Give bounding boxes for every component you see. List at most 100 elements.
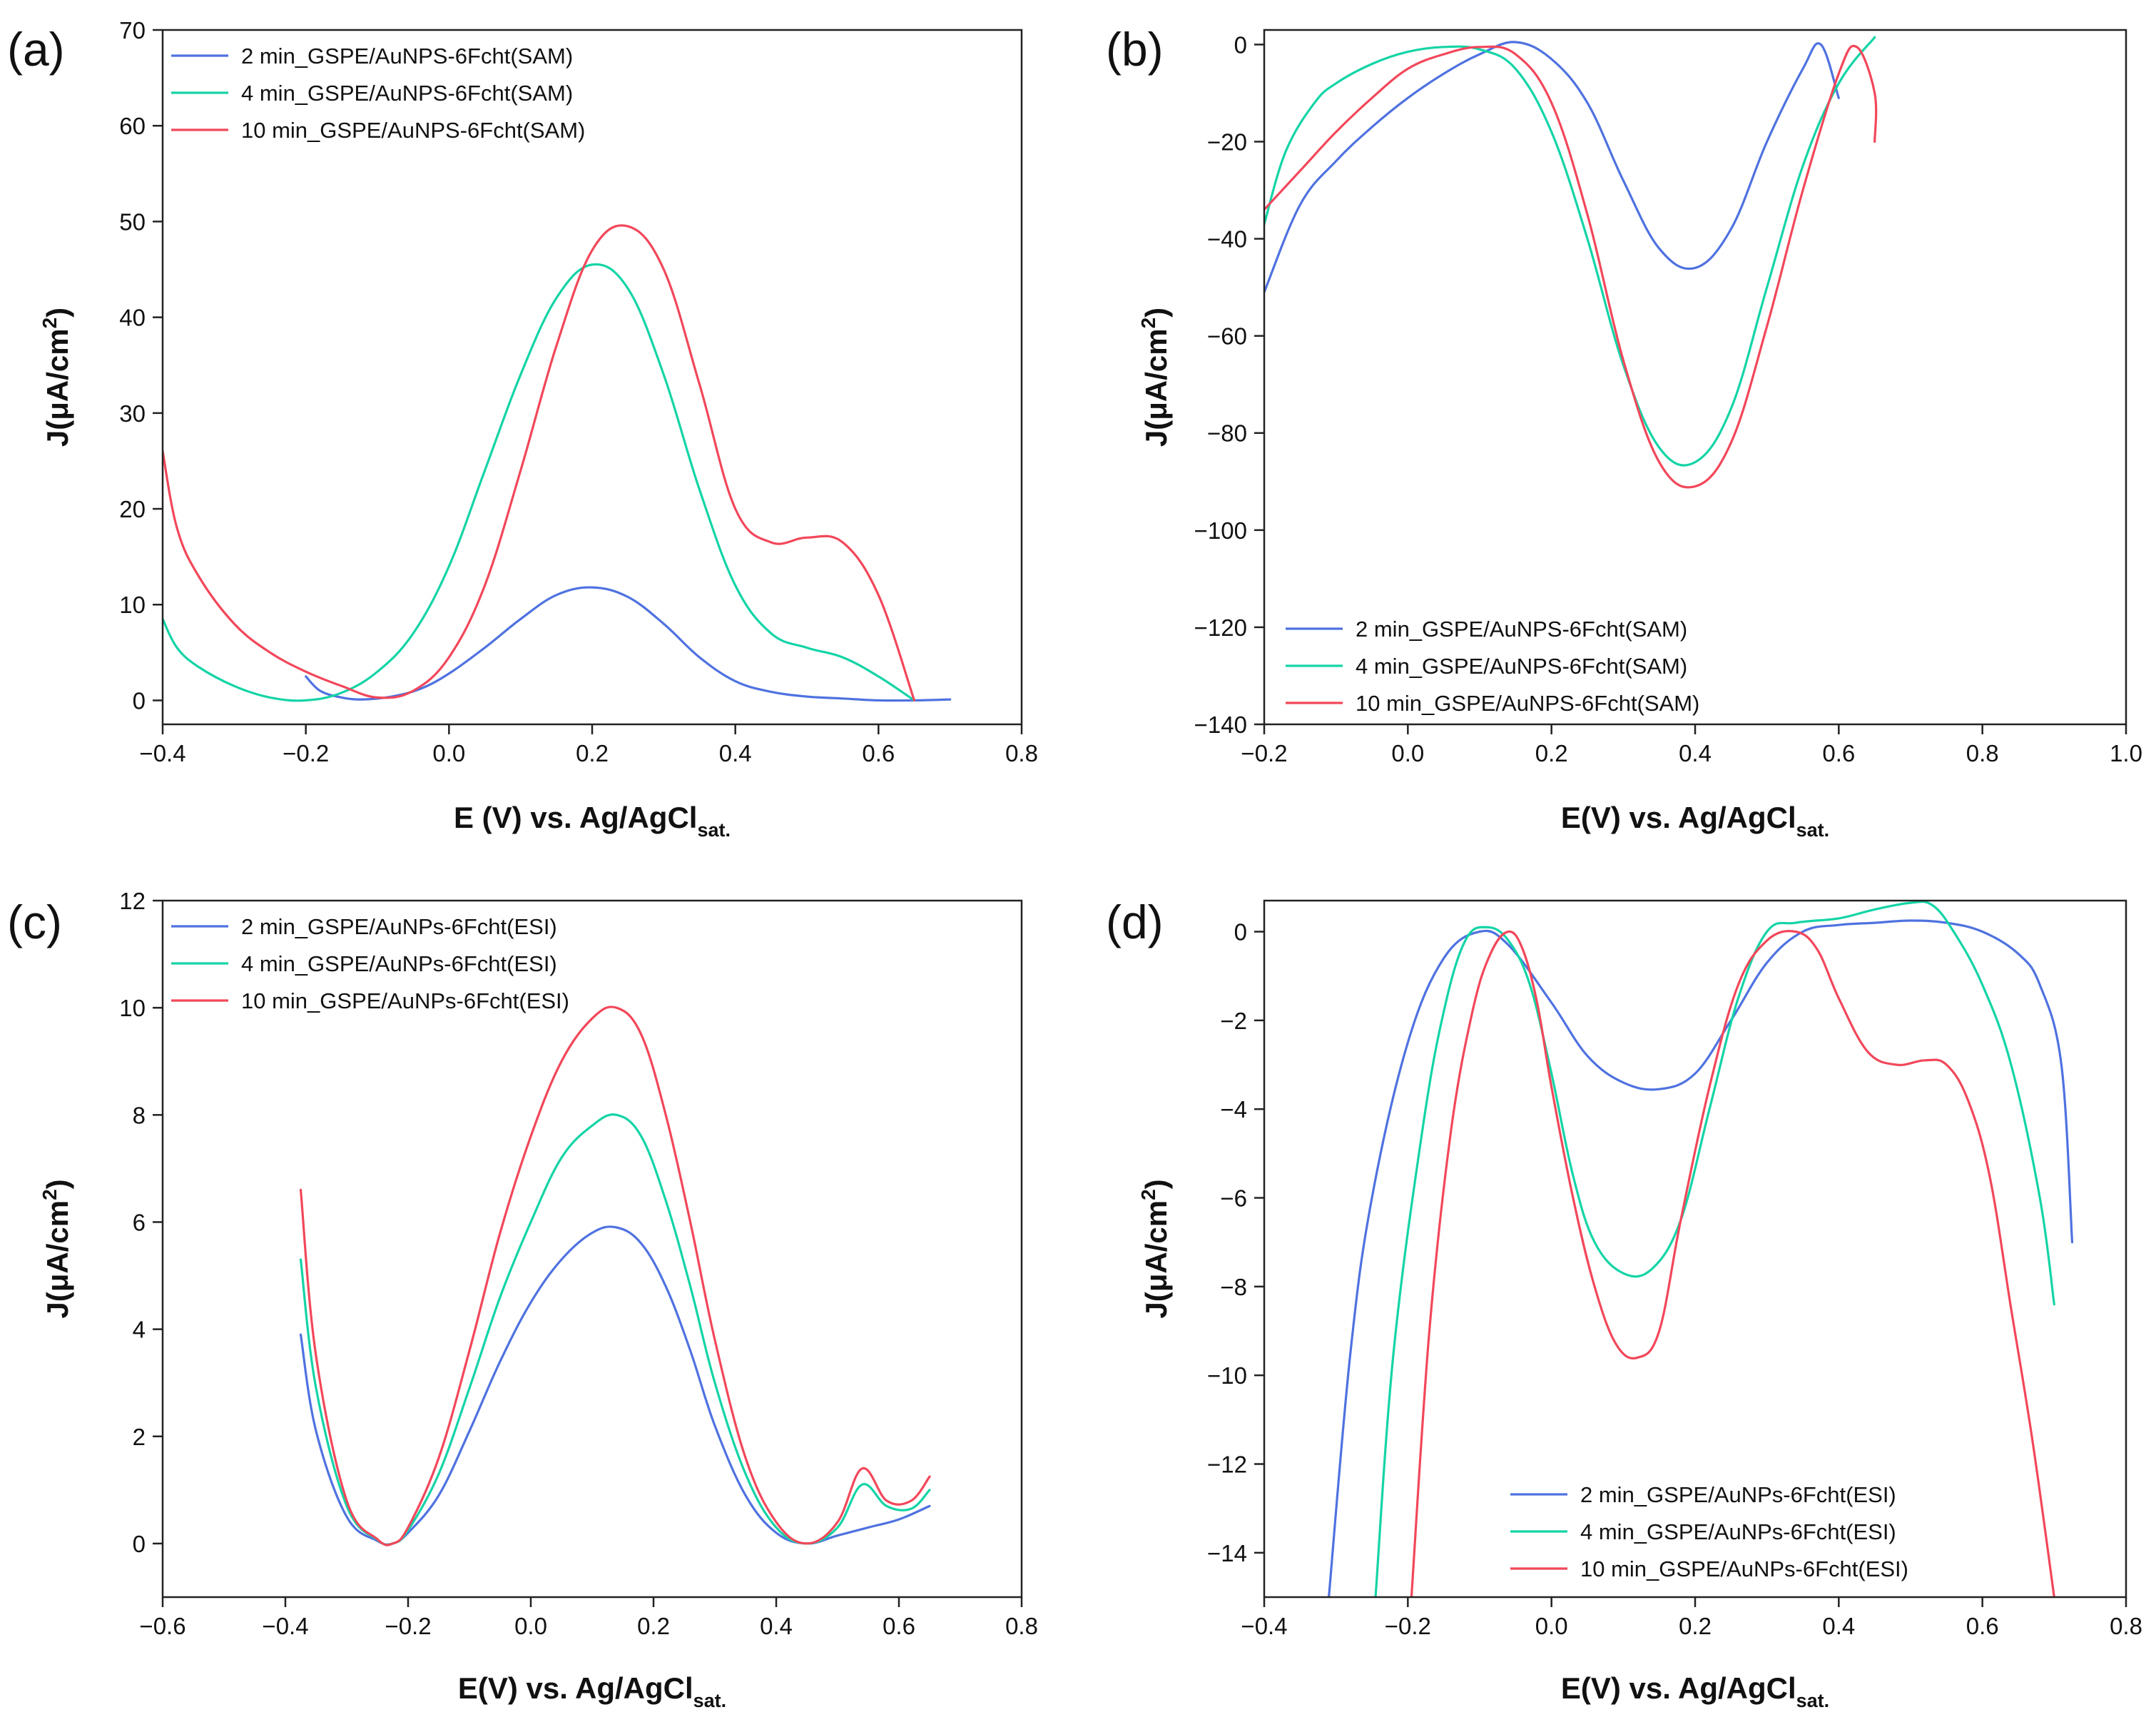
- x-tick-label: 0.4: [760, 1613, 793, 1639]
- y-tick-label: 0: [1234, 31, 1247, 58]
- y-tick-label: 30: [119, 400, 146, 427]
- legend-entry: 4 min_GSPE/AuNPs-6Fcht(ESI): [1580, 1519, 1896, 1544]
- x-tick-label: 0.0: [432, 740, 465, 766]
- x-tick-label: 0.8: [2110, 1613, 2142, 1639]
- panel-c: −0.6 −0.4 −0.2 0.0 0.2 0.4 0.6 0.8 0 2 4 6 8 10 12 E(V)…: [7, 888, 1038, 1711]
- x-tick-label: 0.8: [1966, 740, 1999, 766]
- legend: 2 min_GSPE/AuNPS-6Fcht(SAM) 4 min_GSPE/Au…: [1286, 617, 1699, 716]
- y-tick-label: 2: [133, 1424, 146, 1450]
- series-line-2: [299, 1113, 931, 1546]
- panel-d: −0.4 −0.2 0.0 0.2 0.4 0.6 0.8 0 −2 −4 −6 −8 −10 −12 −1…: [1106, 896, 2142, 1711]
- y-tick-label: 0: [133, 687, 146, 714]
- y-tick-label: −12: [1207, 1452, 1247, 1478]
- y-tick-label: 50: [119, 208, 146, 235]
- x-tick-label: 0.2: [637, 1613, 670, 1639]
- y-tick-label: −80: [1207, 420, 1247, 447]
- panel-a: −0.4 −0.2 0.0 0.2 0.4 0.6 0.8 0 10 20 30 40 50 60 70 E …: [7, 17, 1038, 841]
- y-tick-label: −14: [1207, 1540, 1247, 1566]
- x-tick-label: 0.0: [514, 1613, 547, 1639]
- x-tick-label: 0.2: [1679, 1613, 1712, 1639]
- y-tick-label: 6: [133, 1209, 146, 1235]
- y-tick-label: 40: [119, 305, 146, 331]
- x-tick-label: 1.0: [2110, 740, 2142, 766]
- series-line-3: [1410, 930, 2055, 1597]
- x-tick-label: 0.6: [1822, 740, 1855, 766]
- y-tick-label: 70: [119, 17, 146, 44]
- legend: 2 min_GSPE/AuNPs-6Fcht(ESI) 4 min_GSPE/Au…: [1510, 1482, 1908, 1581]
- legend: 2 min_GSPE/AuNPs-6Fcht(ESI) 4 min_GSPE/Au…: [171, 914, 569, 1013]
- panel-label: (b): [1106, 23, 1164, 76]
- y-tick-label: −60: [1207, 323, 1247, 350]
- y-tick-label: 8: [133, 1102, 146, 1128]
- series-line-2: [163, 263, 916, 702]
- panel-label: (a): [7, 23, 65, 76]
- y-tick-label: −8: [1220, 1274, 1247, 1300]
- x-tick-label: −0.2: [1241, 740, 1287, 766]
- x-axis-label: E(V) vs. Ag/AgClsat.: [1561, 801, 1829, 841]
- legend-entry: 4 min_GSPE/AuNPS-6Fcht(SAM): [241, 81, 573, 106]
- plot-area: [299, 1006, 931, 1546]
- y-tick-label: 12: [119, 888, 146, 914]
- plot-area: [1328, 901, 2074, 1597]
- y-tick-label: 0: [1234, 919, 1247, 946]
- legend-entry: 10 min_GSPE/AuNPs-6Fcht(ESI): [241, 988, 569, 1013]
- x-tick-label: 0.8: [1005, 1613, 1038, 1639]
- y-tick-label: 20: [119, 496, 146, 522]
- panel-label: (d): [1106, 896, 1164, 948]
- x-tick-label: 0.6: [883, 1613, 915, 1639]
- y-tick-label: −4: [1220, 1096, 1247, 1123]
- legend-entry: 4 min_GSPE/AuNPS-6Fcht(SAM): [1356, 654, 1687, 679]
- y-tick-label: 4: [133, 1317, 146, 1343]
- x-tick-label: 0.0: [1535, 1613, 1568, 1639]
- x-tick-label: −0.2: [385, 1613, 431, 1639]
- y-tick-label: −100: [1194, 517, 1247, 544]
- x-tick-label: 0.4: [1679, 740, 1712, 766]
- x-tick-label: 0.4: [1822, 1613, 1855, 1639]
- y-tick-label: 0: [133, 1531, 146, 1557]
- y-tick-label: −120: [1194, 614, 1247, 641]
- legend-entry: 2 min_GSPE/AuNPS-6Fcht(SAM): [241, 44, 573, 69]
- x-tick-label: −0.6: [139, 1613, 185, 1639]
- y-axis-label: J(μA/cm2): [39, 308, 74, 447]
- y-axis-label: J(μA/cm2): [1137, 1179, 1173, 1318]
- series-line-2: [1264, 36, 1876, 467]
- x-axis-label: E(V) vs. Ag/AgClsat.: [1561, 1671, 1829, 1711]
- x-tick-label: −0.2: [283, 740, 329, 766]
- panel-b: −0.2 0.0 0.2 0.4 0.6 0.8 1.0 0 −20 −40 −60 −80 −100 −…: [1106, 23, 2142, 841]
- x-tick-label: −0.4: [262, 1613, 308, 1639]
- y-tick-label: −20: [1207, 128, 1247, 155]
- plot-area: [163, 224, 952, 702]
- plot-area: [1264, 36, 1878, 489]
- legend-entry: 10 min_GSPE/AuNPs-6Fcht(ESI): [1580, 1556, 1908, 1581]
- y-axis-label: J(μA/cm2): [1137, 308, 1173, 447]
- axes-frame: [161, 899, 1023, 1599]
- x-tick-label: 0.6: [862, 740, 895, 766]
- legend: 2 min_GSPE/AuNPS-6Fcht(SAM) 4 min_GSPE/Au…: [171, 44, 585, 143]
- series-line-3: [299, 1006, 931, 1546]
- y-tick-label: 10: [119, 592, 146, 618]
- y-tick-label: −2: [1220, 1008, 1247, 1034]
- series-line-2: [1374, 901, 2055, 1597]
- x-tick-label: −0.4: [139, 740, 185, 766]
- legend-entry: 10 min_GSPE/AuNPS-6Fcht(SAM): [1356, 691, 1699, 716]
- legend-entry: 2 min_GSPE/AuNPs-6Fcht(ESI): [241, 914, 557, 939]
- series-line-1: [305, 586, 952, 702]
- series-line-1: [1328, 919, 2074, 1597]
- series-line-1: [299, 1225, 931, 1546]
- y-tick-label: −6: [1220, 1185, 1247, 1212]
- x-tick-label: 0.4: [719, 740, 752, 766]
- x-tick-label: 0.2: [1535, 740, 1568, 766]
- x-axis-label: E(V) vs. Ag/AgClsat.: [458, 1671, 726, 1711]
- x-tick-label: −0.2: [1385, 1613, 1431, 1639]
- legend-entry: 2 min_GSPE/AuNPs-6Fcht(ESI): [1580, 1482, 1896, 1507]
- y-tick-label: −10: [1207, 1362, 1247, 1389]
- y-axis-label: J(μA/cm2): [39, 1179, 74, 1318]
- x-tick-label: 0.0: [1391, 740, 1424, 766]
- y-tick-label: 10: [119, 995, 146, 1021]
- series-line-3: [163, 224, 916, 702]
- x-tick-label: −0.4: [1241, 1613, 1287, 1639]
- x-tick-label: 0.6: [1966, 1613, 1999, 1639]
- y-tick-label: −40: [1207, 226, 1247, 253]
- x-axis-label: E (V) vs. Ag/AgClsat.: [454, 801, 731, 841]
